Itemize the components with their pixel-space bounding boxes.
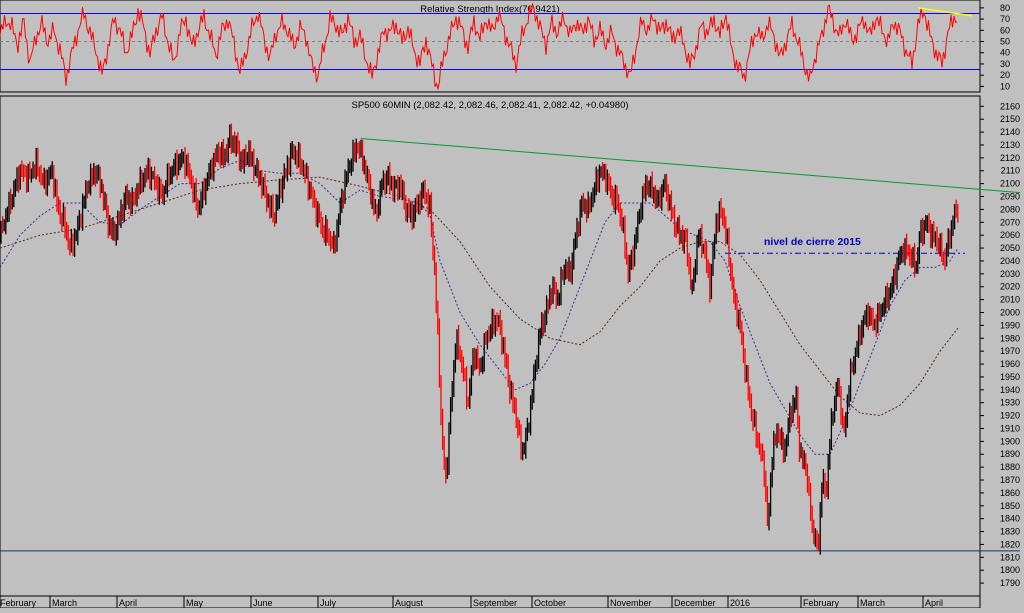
rsi-title: Relative Strength Index(70.9421) xyxy=(420,4,559,15)
price-tick-label-2030: 2030 xyxy=(1000,269,1020,279)
price-tick-label-1920: 1920 xyxy=(1000,411,1020,421)
price-tick-label-1880: 1880 xyxy=(1000,462,1020,472)
price-tick-label-2000: 2000 xyxy=(1000,307,1020,317)
price-title: SP500 60MIN (2,082.42, 2,082.46, 2,082.4… xyxy=(351,100,628,111)
rsi-tick-label-10: 10 xyxy=(1000,81,1010,91)
x-tick-label-11: 2016 xyxy=(730,598,750,608)
price-axis: 1790 1800 1810 1820 1830 1840 1850 1860 1870 1880… xyxy=(980,101,1020,588)
rsi-tick-label-40: 40 xyxy=(1000,48,1010,58)
rsi-tick-label-50: 50 xyxy=(1000,37,1010,47)
x-tick-label-13: March xyxy=(860,598,885,608)
price-tick-label-2160: 2160 xyxy=(1000,101,1020,111)
price-tick-label-1800: 1800 xyxy=(1000,565,1020,575)
price-tick-label-1850: 1850 xyxy=(1000,501,1020,511)
price-tick-label-1900: 1900 xyxy=(1000,436,1020,446)
rsi-tick-label-30: 30 xyxy=(1000,59,1010,69)
x-tick-label-5: July xyxy=(320,598,337,608)
price-tick-label-1990: 1990 xyxy=(1000,320,1020,330)
price-tick-label-1950: 1950 xyxy=(1000,372,1020,382)
price-tick-label-2140: 2140 xyxy=(1000,127,1020,137)
price-tick-label-1890: 1890 xyxy=(1000,449,1020,459)
price-tick-label-2110: 2110 xyxy=(1001,166,1020,176)
x-axis: February March April May June July August Septe… xyxy=(0,595,981,609)
x-tick-label-10: December xyxy=(674,598,716,608)
price-tick-label-1930: 1930 xyxy=(1000,398,1020,408)
price-tick-label-2130: 2130 xyxy=(1000,140,1020,150)
price-tick-label-2010: 2010 xyxy=(1000,295,1020,305)
x-tick-label-2: April xyxy=(119,598,137,608)
x-tick-label-3: May xyxy=(186,598,204,608)
rsi-trend-line xyxy=(917,7,973,17)
price-tick-label-1980: 1980 xyxy=(1000,333,1020,343)
x-tick-label-8: October xyxy=(534,598,566,608)
price-tick-label-1910: 1910 xyxy=(1000,423,1020,433)
moving-average-long xyxy=(0,176,959,417)
price-tick-label-1790: 1790 xyxy=(1000,578,1020,588)
rsi-tick-label-60: 60 xyxy=(1000,25,1010,35)
rsi-series xyxy=(0,2,973,91)
price-tick-label-2060: 2060 xyxy=(1000,230,1020,240)
x-tick-label-12: February xyxy=(803,598,840,608)
price-series xyxy=(0,123,959,555)
resistance-trendline xyxy=(360,138,1021,194)
x-tick-label-1: March xyxy=(52,598,77,608)
rsi-panel: Relative Strength Index(70.9421) 1020304… xyxy=(0,0,1010,93)
x-tick-label-14: April xyxy=(925,598,943,608)
price-tick-label-1970: 1970 xyxy=(1000,346,1020,356)
price-tick-label-2120: 2120 xyxy=(1000,153,1020,163)
price-tick-label-2150: 2150 xyxy=(1000,114,1020,124)
x-tick-label-9: November xyxy=(610,598,652,608)
x-tick-label-7: September xyxy=(473,598,517,608)
price-tick-label-2020: 2020 xyxy=(1000,282,1020,292)
price-tick-label-2090: 2090 xyxy=(1000,192,1020,202)
price-panel: SP500 60MIN (2,082.42, 2,082.46, 2,082.4… xyxy=(0,95,1021,609)
price-tick-label-2080: 2080 xyxy=(1000,204,1020,214)
x-tick-label-0: February xyxy=(0,598,37,608)
price-plot-area xyxy=(0,95,981,597)
price-tick-label-2070: 2070 xyxy=(1000,217,1020,227)
price-tick-label-1830: 1830 xyxy=(1000,527,1020,537)
price-tick-label-2100: 2100 xyxy=(1000,179,1020,189)
rsi-tick-label-70: 70 xyxy=(1000,14,1010,24)
level-label: nivel de cierre 2015 xyxy=(764,236,861,248)
price-tick-label-1810: 1810 xyxy=(1000,552,1020,562)
price-tick-label-2040: 2040 xyxy=(1000,256,1020,266)
rsi-tick-label-20: 20 xyxy=(1000,70,1010,80)
x-tick-label-4: June xyxy=(253,598,273,608)
price-tick-label-1820: 1820 xyxy=(1000,539,1020,549)
x-tick-label-6: August xyxy=(395,598,424,608)
price-tick-label-1940: 1940 xyxy=(1000,385,1020,395)
price-tick-label-1860: 1860 xyxy=(1000,488,1020,498)
price-tick-label-1840: 1840 xyxy=(1000,514,1020,524)
rsi-line xyxy=(0,2,958,91)
price-tick-label-1870: 1870 xyxy=(1000,475,1020,485)
price-tick-label-1960: 1960 xyxy=(1000,359,1020,369)
rsi-tick-label-80: 80 xyxy=(1000,3,1010,13)
price-tick-label-2050: 2050 xyxy=(1000,243,1020,253)
